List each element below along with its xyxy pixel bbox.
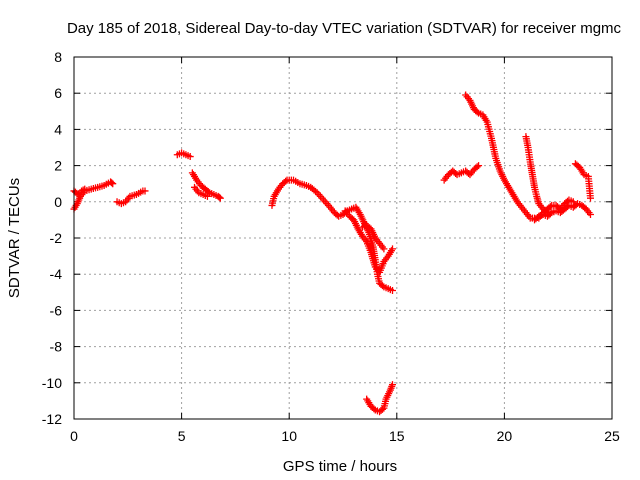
plot-frame	[73, 56, 613, 420]
data-point	[282, 177, 290, 185]
y-tick-label: 8	[54, 49, 62, 65]
data-point	[380, 245, 388, 253]
data-point	[204, 188, 212, 196]
grid-lines	[74, 57, 612, 419]
data-point	[388, 381, 396, 389]
x-tick-label: 25	[604, 428, 620, 444]
x-tick-label: 20	[497, 428, 513, 444]
x-axis-label: GPS time / hours	[283, 458, 397, 475]
data-point	[546, 203, 554, 211]
data-point	[475, 162, 483, 170]
axis-ticks: 0 5 10 15 20 25 -12 -10 -8 -6 -4 -2 0 2 4 6 8	[42, 49, 620, 444]
data-point	[81, 185, 89, 193]
y-tick-label: -10	[42, 375, 62, 391]
data-point	[586, 194, 594, 202]
data-point	[473, 163, 481, 171]
data-point	[141, 187, 149, 195]
data-point	[473, 108, 481, 116]
x-tick-label: 5	[178, 428, 186, 444]
x-tick-label: 15	[389, 428, 405, 444]
y-tick-label: -6	[50, 302, 63, 318]
data-point	[370, 405, 378, 413]
data-point	[109, 180, 117, 188]
y-tick-label: -12	[42, 411, 62, 427]
data-point	[108, 179, 116, 187]
y-tick-label: -2	[50, 230, 63, 246]
data-point	[388, 245, 396, 253]
chart-title: Day 185 of 2018, Sidereal Day-to-day VTE…	[67, 20, 622, 37]
data-point	[186, 153, 194, 161]
data-point	[586, 210, 594, 218]
y-tick-label: 0	[54, 194, 62, 210]
data-point	[216, 194, 224, 202]
y-tick-label: 4	[54, 121, 62, 137]
data-point	[79, 186, 87, 194]
data-points	[70, 91, 594, 416]
y-axis-label: SDTVAR / TECUs	[6, 178, 23, 298]
data-point	[546, 210, 554, 218]
data-point	[378, 282, 386, 290]
data-point	[388, 286, 396, 294]
data-point	[312, 187, 320, 195]
data-point	[215, 193, 223, 201]
y-tick-label: 6	[54, 85, 62, 101]
x-tick-label: 10	[281, 428, 297, 444]
y-tick-label: -4	[50, 266, 63, 282]
y-tick-label: 2	[54, 158, 62, 174]
x-tick-label: 0	[70, 428, 78, 444]
data-point	[569, 198, 577, 206]
data-point	[203, 192, 211, 200]
y-tick-label: -8	[50, 339, 63, 355]
